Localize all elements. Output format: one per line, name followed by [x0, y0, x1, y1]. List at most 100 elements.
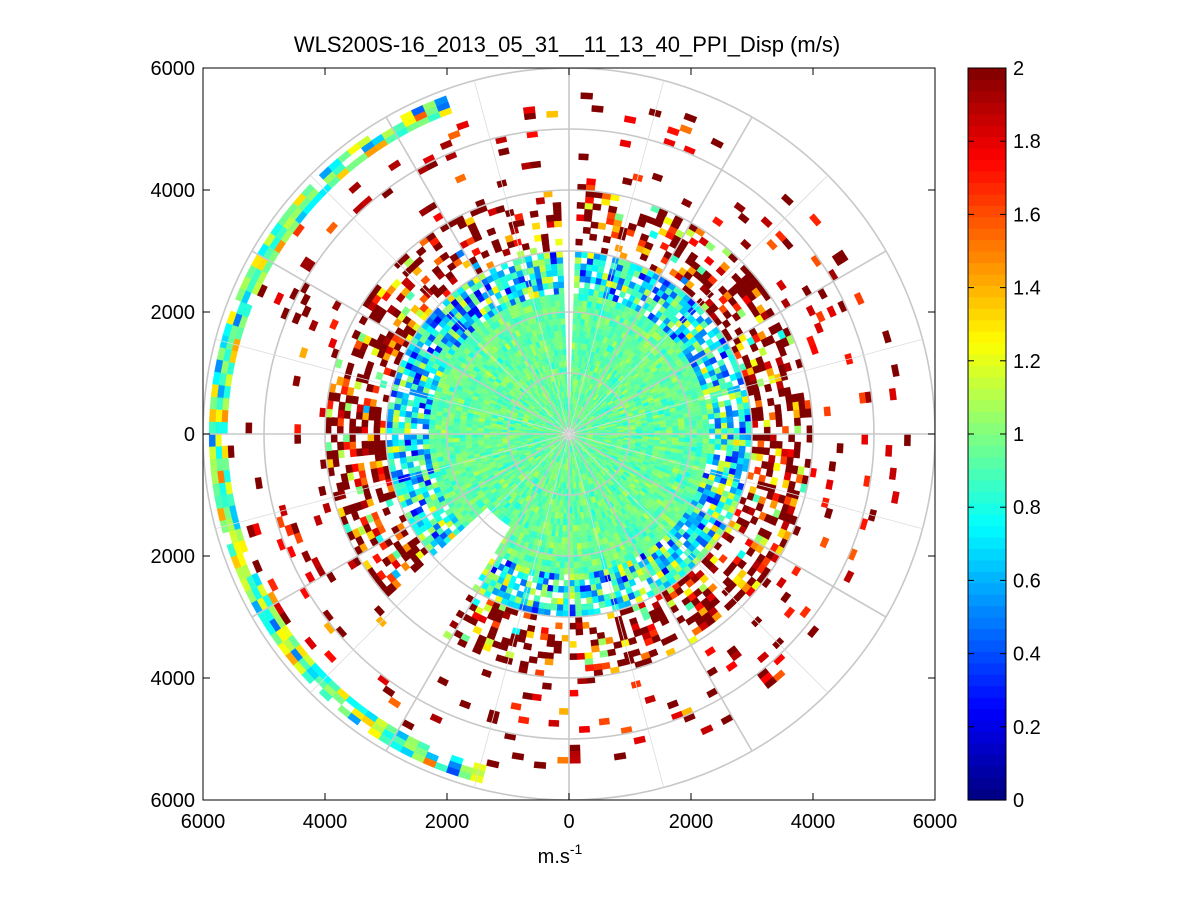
ppi-cell — [538, 601, 546, 610]
ppi-cell — [575, 524, 580, 532]
ppi-cell — [737, 212, 750, 224]
ppi-cell — [653, 424, 661, 429]
ppi-cell — [416, 438, 424, 445]
ppi-cell — [813, 322, 824, 334]
ppi-cell — [589, 577, 596, 586]
ppi-cell — [585, 590, 593, 599]
ppi-cell — [361, 412, 370, 421]
ppi-cell — [572, 531, 577, 538]
ppi-cell — [501, 435, 509, 439]
ppi-cell — [714, 423, 722, 430]
ppi-cell — [410, 422, 418, 429]
ppi-cell — [568, 604, 576, 612]
ppi-cell — [599, 650, 609, 658]
ppi-cell — [745, 433, 753, 441]
ppi-cell — [745, 427, 753, 435]
ppi-cell — [428, 438, 436, 445]
ppi-cell — [756, 453, 764, 462]
ppi-cell — [574, 518, 579, 526]
ppi-cell — [590, 221, 599, 229]
ppi-cell — [721, 319, 732, 329]
ppi-cell — [738, 445, 746, 453]
ppi-cell — [882, 330, 892, 344]
ppi-cell — [836, 249, 849, 263]
ppi-cell — [561, 525, 567, 532]
ppi-cell — [733, 201, 746, 214]
ppi-cell — [786, 456, 794, 466]
ppi-cell — [806, 425, 814, 435]
ppi-cell — [214, 421, 222, 435]
ppi-cell — [772, 462, 781, 472]
ppi-cell — [590, 589, 598, 598]
ppi-cell — [775, 448, 783, 457]
ppi-cell — [576, 542, 582, 550]
ppi-cell — [209, 446, 217, 460]
ppi-cell — [799, 408, 807, 419]
ppi-cell — [410, 417, 418, 424]
ppi-cell — [736, 403, 745, 411]
ppi-cell — [826, 305, 837, 318]
ppi-cell — [685, 279, 695, 290]
ppi-cell — [737, 409, 746, 417]
ppi-cell — [423, 448, 431, 455]
ppi-cell — [572, 330, 577, 337]
ppi-cell — [546, 640, 555, 648]
ppi-cell — [720, 439, 728, 446]
ppi-cell — [721, 428, 728, 435]
ppi-cell — [544, 658, 554, 666]
ppi-cell — [783, 606, 796, 619]
ppi-cell — [885, 444, 893, 457]
ppi-cell — [422, 423, 430, 430]
ppi-cell — [562, 598, 570, 606]
ppi-cell — [665, 422, 673, 428]
ppi-cell — [571, 525, 577, 532]
ppi-cell — [541, 682, 552, 690]
ppi-cell — [725, 450, 734, 458]
ppi-cell — [582, 566, 589, 574]
ppi-cell — [345, 464, 353, 474]
ppi-cell — [778, 346, 788, 358]
ppi-cell — [735, 342, 745, 352]
ppi-cell — [434, 424, 442, 430]
ppi-cell — [398, 421, 405, 429]
ppi-cell — [683, 112, 698, 124]
ppi-cell — [576, 214, 585, 222]
ppi-cell — [535, 582, 543, 591]
ppi-cell — [660, 426, 667, 432]
ppi-cell — [404, 433, 411, 440]
ppi-cell — [888, 467, 897, 481]
ppi-cell — [775, 440, 783, 450]
ppi-cell — [766, 397, 775, 407]
ppi-cell — [343, 410, 351, 419]
ppi-cell — [644, 241, 654, 251]
ppi-cell — [753, 466, 762, 475]
ppi-cell — [726, 422, 734, 429]
ppi-cell — [540, 627, 549, 635]
ppi-cell — [221, 421, 228, 435]
ppi-cell — [756, 413, 764, 422]
ppi-cell — [769, 433, 777, 442]
ppi-cell — [754, 399, 763, 408]
ppi-cell — [733, 427, 741, 435]
ppi-cell — [793, 441, 801, 451]
ppi-cell — [370, 467, 379, 477]
ppi-cell — [780, 456, 788, 465]
ppi-cell — [373, 420, 381, 428]
ppi-cell — [809, 344, 819, 356]
ppi-cell — [209, 396, 218, 410]
ppi-cell — [708, 423, 716, 430]
ppi-cell — [560, 543, 566, 551]
ppi-cell — [571, 518, 576, 526]
ppi-cell — [711, 459, 720, 466]
ppi-cell — [554, 561, 561, 569]
ppi-cell — [783, 362, 793, 373]
ppi-cell — [653, 427, 661, 432]
ppi-cell — [465, 440, 473, 446]
ppi-cell — [788, 433, 795, 443]
ppi-cell — [363, 397, 372, 407]
ppi-cell — [591, 105, 604, 113]
ppi-cell — [708, 438, 716, 445]
ppi-cell — [215, 409, 223, 423]
ppi-cell — [571, 506, 575, 514]
ppi-cell — [330, 433, 338, 443]
